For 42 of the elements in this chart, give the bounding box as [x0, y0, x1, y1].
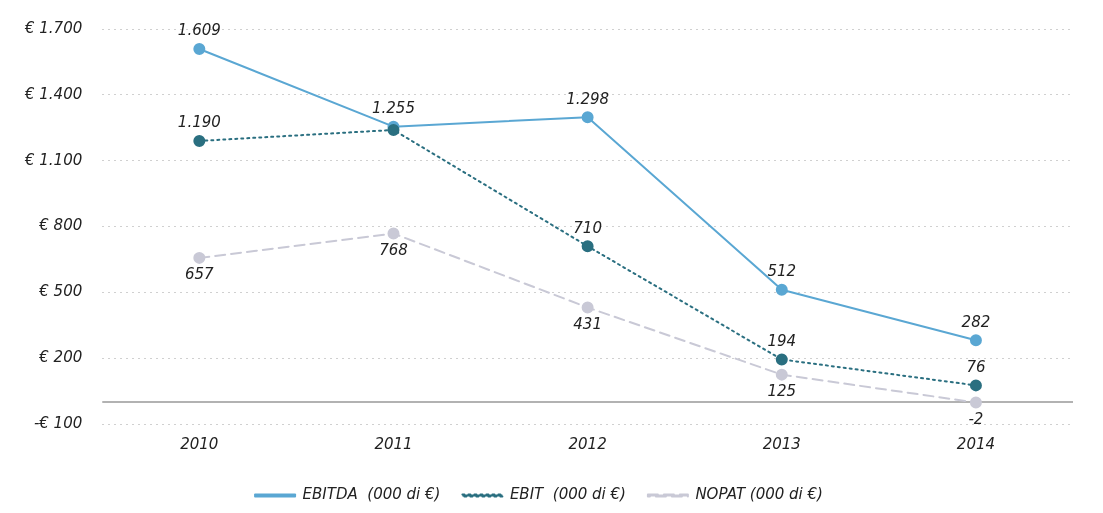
- y-tick-label: € 1.700: [23, 18, 83, 37]
- point: [969, 379, 982, 392]
- x-tick-label: 2011: [374, 434, 413, 453]
- legend-label: NOPAT (000 di €): [695, 485, 823, 504]
- y-tick-label: € 200: [38, 348, 83, 367]
- data-label: 431: [573, 314, 602, 333]
- data-label: 1.255: [372, 99, 415, 118]
- data-label: 1.609: [177, 21, 221, 40]
- x-tick-label: 2014: [956, 434, 996, 453]
- x-tick-label: 2013: [762, 434, 801, 453]
- data-label: 768: [379, 240, 408, 259]
- point: [581, 111, 594, 124]
- x-tick-label: 2010: [180, 434, 219, 453]
- y-tick-label: € 800: [38, 216, 83, 235]
- point: [387, 227, 400, 240]
- legend-label: EBITDA (000 di €): [302, 485, 441, 504]
- data-label: -2: [968, 409, 984, 428]
- y-tick-label: € 1.100: [23, 150, 83, 169]
- y-tick-label: € 1.400: [23, 84, 83, 103]
- point: [581, 240, 594, 253]
- x-tick-label: 2012: [568, 434, 607, 453]
- data-label: 194: [767, 331, 797, 350]
- legend-label: EBIT (000 di €): [509, 485, 626, 504]
- point: [775, 283, 788, 296]
- point: [193, 251, 206, 264]
- point: [775, 353, 788, 366]
- y-tick-label: € 500: [38, 282, 83, 301]
- data-label: 512: [767, 262, 797, 281]
- point: [969, 334, 982, 347]
- data-label: 125: [767, 382, 797, 401]
- data-label: 1.298: [566, 89, 610, 108]
- point: [193, 134, 206, 147]
- data-label: 282: [961, 312, 991, 331]
- point: [969, 396, 982, 409]
- data-label: 1.190: [177, 113, 221, 132]
- data-label: 710: [573, 218, 602, 237]
- point: [581, 301, 594, 314]
- data-label: 657: [185, 265, 215, 284]
- point: [193, 42, 206, 55]
- data-label: 76: [966, 357, 986, 376]
- y-tick-label: -€ 100: [33, 413, 83, 432]
- point: [775, 368, 788, 381]
